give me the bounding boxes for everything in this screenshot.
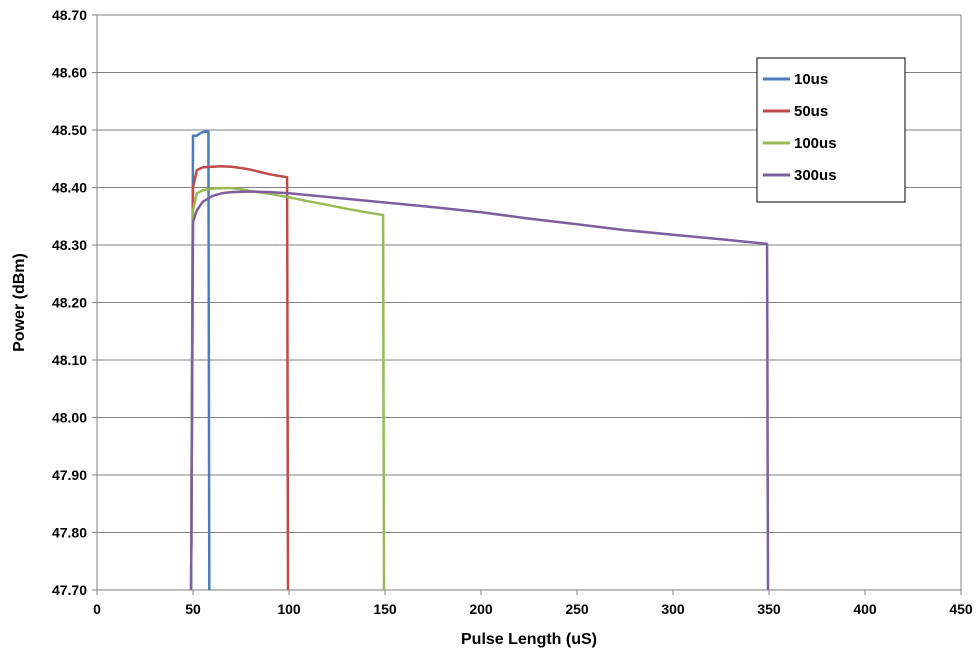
legend-box [756, 57, 906, 203]
y-tick-label: 47.80 [52, 525, 87, 541]
y-tick-label: 48.10 [52, 352, 87, 368]
x-axis-ticks: 0 50 100 150 200 250 300 350 400 450 [93, 590, 973, 617]
x-tick-label: 300 [661, 601, 685, 617]
y-tick-label: 48.40 [52, 180, 87, 196]
x-tick-label: 350 [757, 601, 781, 617]
x-tick-label: 450 [949, 601, 973, 617]
series-layer [189, 130, 770, 591]
y-tick-label: 47.70 [52, 582, 87, 598]
series-line-10us [189, 130, 211, 591]
y-tick-label: 47.90 [52, 467, 87, 483]
x-tick-label: 100 [277, 601, 301, 617]
y-axis-ticks: 47.70 47.80 47.90 48.00 48.10 48.20 48.30 48.40… [52, 7, 97, 598]
legend-label: 10us [794, 71, 828, 88]
x-tick-label: 150 [373, 601, 397, 617]
y-tick-label: 48.00 [52, 410, 87, 426]
x-tick-label: 400 [853, 601, 877, 617]
y-axis-title: Power (dBm) [11, 253, 28, 352]
x-tick-label: 200 [469, 601, 493, 617]
legend-label: 50us [794, 103, 828, 120]
x-tick-label: 50 [185, 601, 201, 617]
x-tick-label: 250 [565, 601, 589, 617]
legend-label: 100us [794, 135, 837, 152]
legend: 10us 50us 100us 300us [756, 57, 906, 203]
series-line-50us [189, 164, 290, 591]
series-line-300us [189, 190, 770, 591]
y-tick-label: 48.20 [52, 295, 87, 311]
x-axis-title: Pulse Length (uS) [461, 631, 597, 648]
legend-label: 300us [794, 167, 837, 184]
y-tick-label: 48.50 [52, 122, 87, 138]
x-tick-label: 0 [93, 601, 101, 617]
y-tick-label: 48.60 [52, 65, 87, 81]
y-tick-label: 48.70 [52, 7, 87, 23]
y-tick-label: 48.30 [52, 237, 87, 253]
